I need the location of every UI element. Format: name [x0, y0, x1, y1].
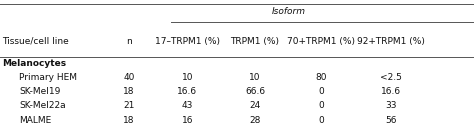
Text: 0: 0 [319, 101, 324, 110]
Text: 40: 40 [123, 73, 135, 82]
Text: Isoform: Isoform [272, 7, 306, 16]
Text: 56: 56 [385, 116, 397, 123]
Text: MALME: MALME [19, 116, 51, 123]
Text: Tissue/cell line: Tissue/cell line [2, 37, 69, 46]
Text: 43: 43 [182, 101, 193, 110]
Text: <2.5: <2.5 [380, 73, 402, 82]
Text: Melanocytes: Melanocytes [2, 59, 66, 68]
Text: 0: 0 [319, 116, 324, 123]
Text: 21: 21 [123, 101, 135, 110]
Text: 10: 10 [182, 73, 193, 82]
Text: 16.6: 16.6 [381, 87, 401, 96]
Text: 70+TRPM1 (%): 70+TRPM1 (%) [287, 37, 356, 46]
Text: 17–TRPM1 (%): 17–TRPM1 (%) [155, 37, 220, 46]
Text: 16: 16 [182, 116, 193, 123]
Text: TRPM1 (%): TRPM1 (%) [230, 37, 280, 46]
Text: 66.6: 66.6 [245, 87, 265, 96]
Text: 80: 80 [316, 73, 327, 82]
Text: SK-Mel22a: SK-Mel22a [19, 101, 65, 110]
Text: 24: 24 [249, 101, 261, 110]
Text: 18: 18 [123, 116, 135, 123]
Text: Primary HEM: Primary HEM [19, 73, 77, 82]
Text: SK-Mel19: SK-Mel19 [19, 87, 60, 96]
Text: 28: 28 [249, 116, 261, 123]
Text: 18: 18 [123, 87, 135, 96]
Text: 33: 33 [385, 101, 397, 110]
Text: 92+TRPM1 (%): 92+TRPM1 (%) [357, 37, 425, 46]
Text: n: n [126, 37, 132, 46]
Text: 16.6: 16.6 [177, 87, 197, 96]
Text: 0: 0 [319, 87, 324, 96]
Text: 10: 10 [249, 73, 261, 82]
